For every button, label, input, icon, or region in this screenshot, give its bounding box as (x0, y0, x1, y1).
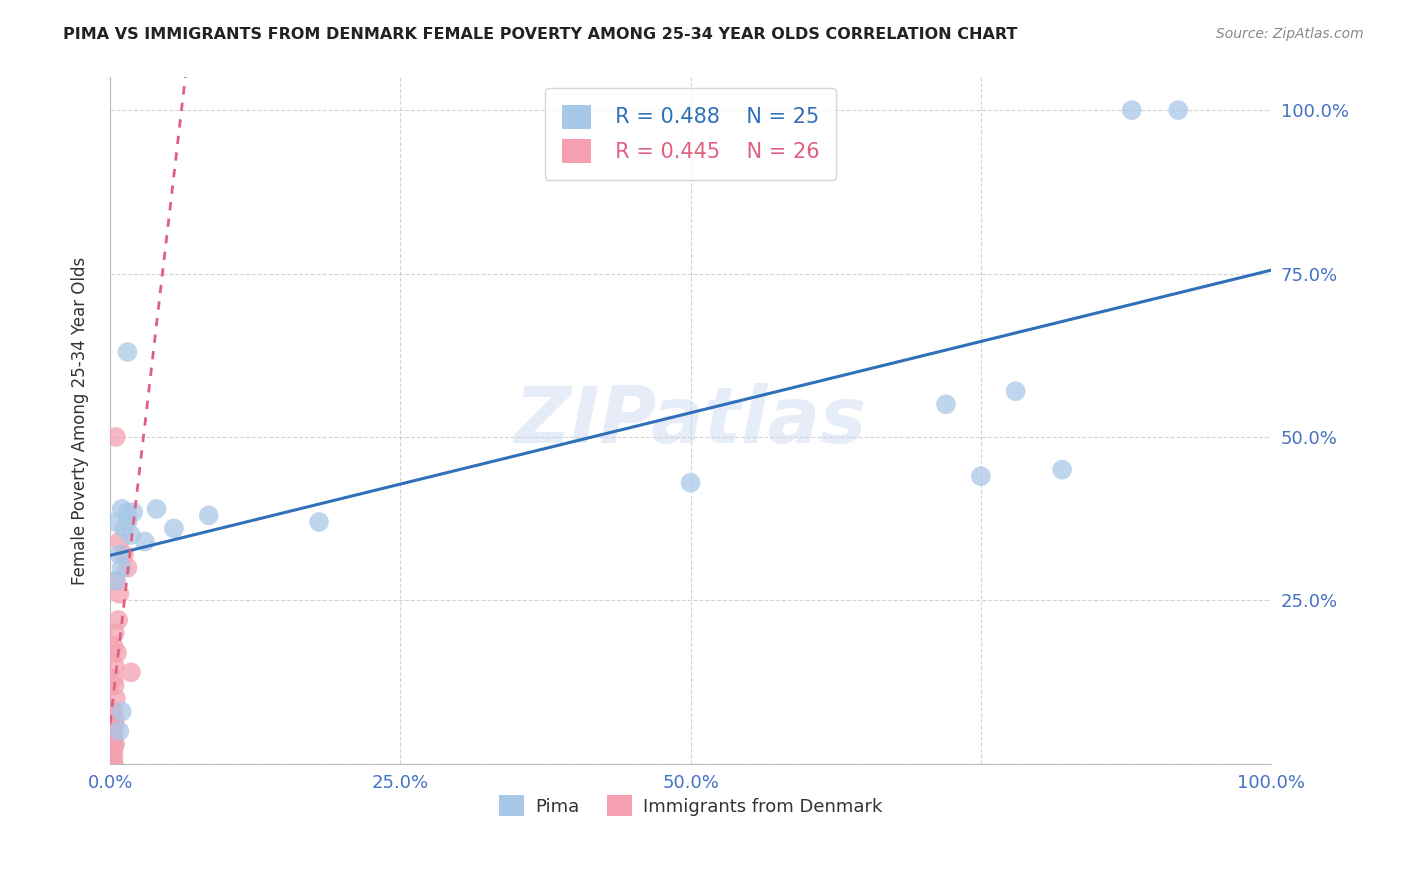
Point (103, 756, 125, 771)
Point (1121, 103, 1143, 117)
Point (111, 705, 134, 719)
Point (197, 508, 219, 523)
Point (103, 731, 125, 745)
Point (107, 613, 129, 627)
Point (104, 574, 127, 588)
Text: Source: ZipAtlas.com: Source: ZipAtlas.com (1216, 27, 1364, 41)
Point (104, 737, 127, 751)
Point (970, 469, 993, 483)
Point (111, 501, 134, 516)
Point (108, 548, 131, 562)
Point (112, 548, 135, 562)
Y-axis label: Female Poverty Among 25-34 Year Olds: Female Poverty Among 25-34 Year Olds (72, 257, 89, 585)
Point (120, 665, 142, 680)
Point (104, 678, 127, 692)
Point (104, 574, 127, 588)
Point (104, 430, 127, 444)
Point (104, 711, 127, 725)
Point (104, 737, 127, 751)
Point (103, 705, 125, 719)
Point (104, 691, 127, 706)
Point (103, 724, 125, 739)
Point (117, 515, 139, 529)
Point (108, 534, 131, 549)
Point (1004, 384, 1026, 399)
Point (117, 505, 139, 519)
Point (120, 528, 142, 542)
Text: PIMA VS IMMIGRANTS FROM DENMARK FEMALE POVERTY AMONG 25-34 YEAR OLDS CORRELATION: PIMA VS IMMIGRANTS FROM DENMARK FEMALE P… (63, 27, 1018, 42)
Point (103, 672, 125, 686)
Point (163, 521, 186, 535)
Point (679, 475, 702, 490)
Point (134, 534, 156, 549)
Point (1050, 463, 1073, 477)
Point (111, 560, 134, 574)
Point (935, 397, 957, 411)
Point (122, 505, 145, 519)
Point (104, 717, 127, 731)
Point (108, 587, 131, 601)
Point (104, 626, 127, 640)
Legend: Pima, Immigrants from Denmark: Pima, Immigrants from Denmark (492, 789, 889, 823)
Point (103, 756, 125, 771)
Point (104, 515, 127, 529)
Point (1167, 103, 1189, 117)
Text: ZIPatlas: ZIPatlas (515, 383, 866, 458)
Point (145, 501, 167, 516)
Point (104, 658, 127, 673)
Point (103, 639, 125, 653)
Point (117, 345, 139, 359)
Point (108, 724, 131, 739)
Point (117, 560, 139, 574)
Point (103, 750, 125, 764)
Point (112, 521, 135, 535)
Point (308, 515, 330, 529)
Point (105, 646, 128, 660)
Point (103, 744, 125, 758)
